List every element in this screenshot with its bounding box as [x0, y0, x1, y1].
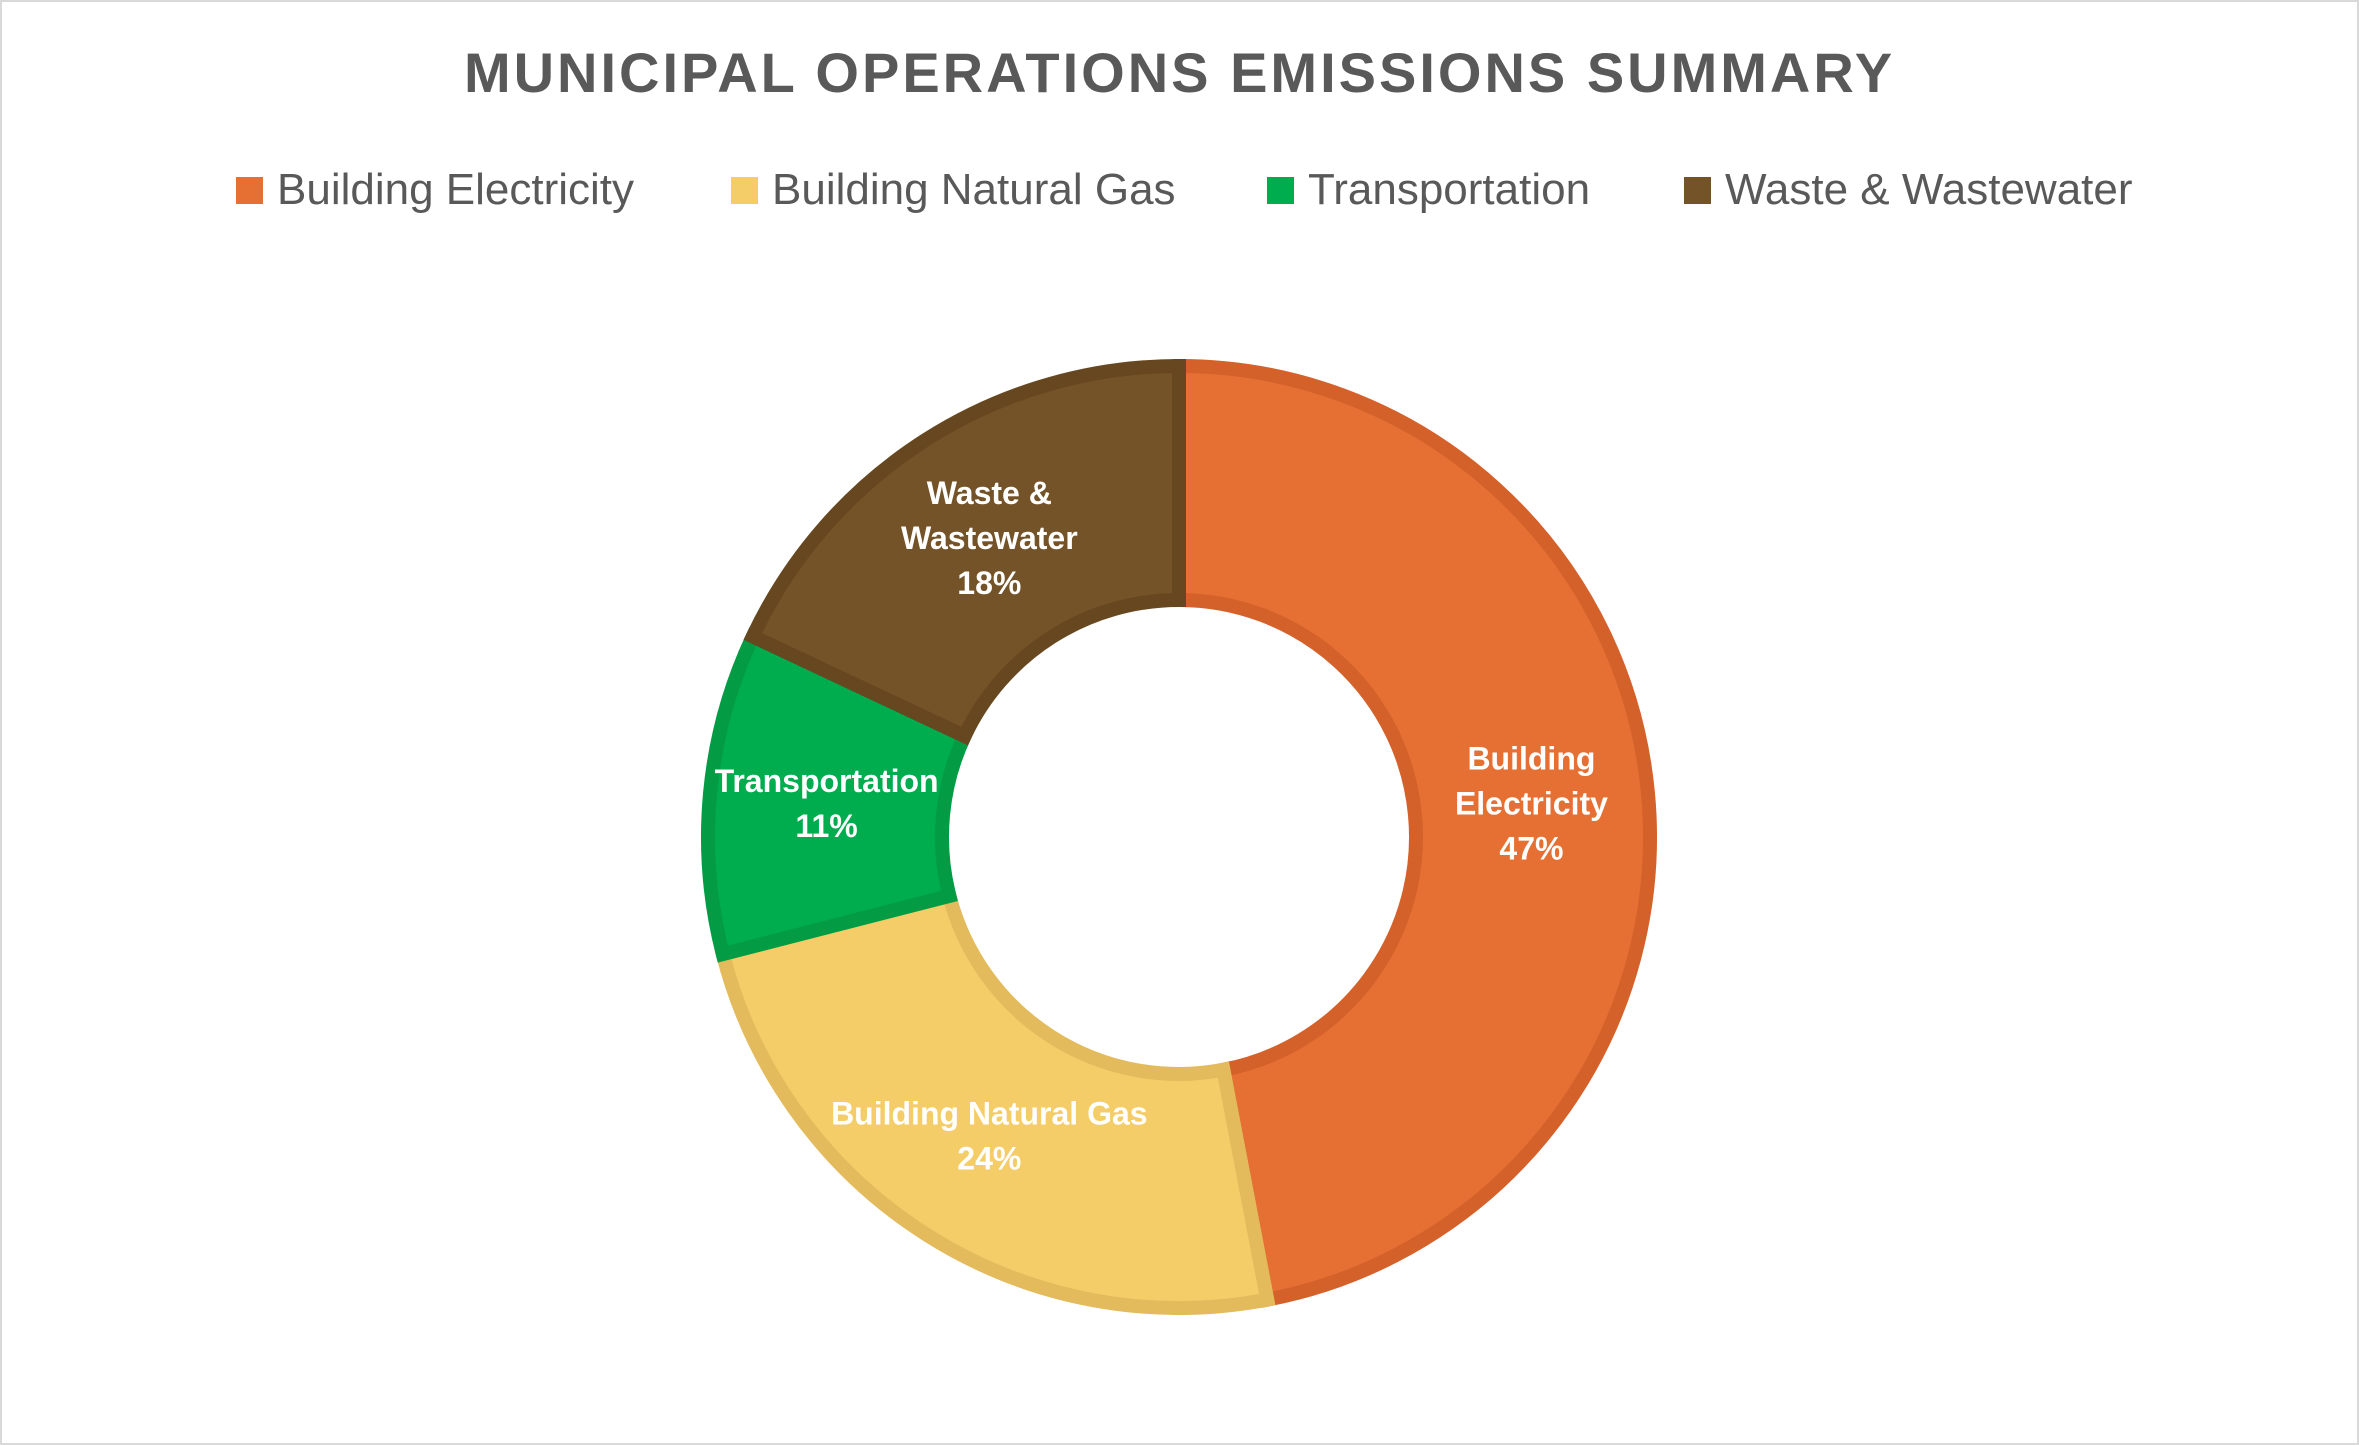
donut-slice-building-electricity — [1172, 358, 1658, 1308]
legend-swatch-building-natural-gas — [731, 176, 758, 204]
legend-swatch-transportation — [1267, 176, 1294, 204]
legend-label-waste-wastewater: Waste & Wastewater — [1725, 165, 2133, 214]
legend-swatch-building-electricity — [236, 176, 263, 204]
legend-label-transportation: Transportation — [1308, 165, 1591, 214]
legend-item-waste-wastewater: Waste & Wastewater — [1684, 160, 2133, 220]
legend-label-building-natural-gas: Building Natural Gas — [772, 165, 1176, 214]
data-label-building-electricity: Building Electricity 47% — [1455, 741, 1608, 867]
legend-swatch-waste-wastewater — [1684, 176, 1711, 204]
donut-slice-building-natural-gas — [714, 887, 1276, 1316]
data-label-building-natural-gas: Building Natural Gas 24% — [831, 1095, 1147, 1176]
donut-slice-waste-wastewater — [743, 358, 1186, 746]
data-label-transportation: Transportation 11% — [715, 763, 939, 844]
chart-title: MUNICIPAL OPERATIONS EMISSIONS SUMMARY — [463, 41, 1896, 104]
legend-label-building-electricity: Building Electricity — [277, 165, 635, 214]
legend-item-building-natural-gas: Building Natural Gas — [731, 160, 1176, 220]
legend-item-building-electricity: Building Electricity — [236, 160, 634, 220]
donut-slice-transportation — [701, 627, 974, 963]
chart-legend: Building Electricity Building Natural Ga… — [0, 160, 2359, 220]
legend-item-transportation: Transportation — [1267, 160, 1590, 220]
data-label-waste-wastewater: Waste & Wastewater 18% — [901, 475, 1078, 601]
